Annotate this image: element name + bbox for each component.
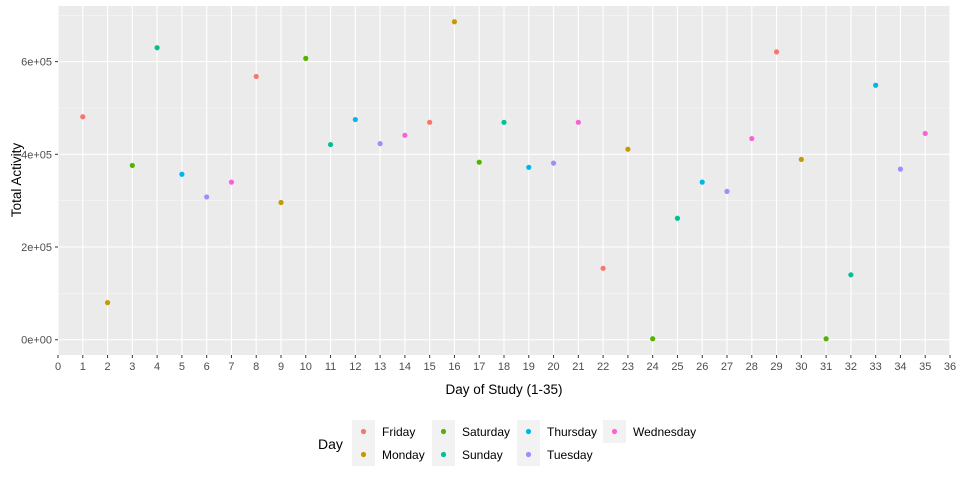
x-tick-label: 1 — [80, 361, 86, 373]
x-tick-label: 24 — [647, 361, 659, 373]
legend-dot-friday — [360, 428, 367, 435]
x-tick-label: 14 — [399, 361, 411, 373]
data-point-wednesday — [402, 132, 408, 138]
data-point-saturday — [650, 336, 656, 342]
legend-dot-wednesday — [611, 428, 618, 435]
data-point-saturday — [303, 55, 309, 61]
legend-label-friday: Friday — [382, 425, 415, 439]
data-point-wednesday — [922, 130, 928, 137]
data-point-monday — [278, 199, 284, 206]
y-tick-label: 2e+05 — [21, 242, 52, 254]
data-point-monday — [625, 146, 631, 152]
legend-label-thursday: Thursday — [547, 425, 597, 439]
data-point-tuesday — [724, 188, 730, 194]
legend-dot-saturday — [440, 428, 447, 435]
x-tick-label: 32 — [845, 361, 857, 373]
x-tick-label: 4 — [154, 361, 160, 373]
x-tick-label: 10 — [300, 361, 312, 373]
y-axis: 0e+00 2e+05 4e+05 6e+05 — [21, 57, 58, 347]
x-tick-label: 25 — [671, 361, 683, 373]
legend-label-tuesday: Tuesday — [547, 448, 593, 462]
x-tick-label: 30 — [795, 361, 807, 373]
data-point-monday — [104, 300, 111, 306]
x-tick-label: 23 — [622, 361, 634, 373]
x-tick-label: 15 — [424, 361, 436, 373]
data-point-tuesday — [550, 160, 557, 166]
data-point-thursday — [352, 116, 358, 123]
data-point-thursday — [699, 179, 705, 185]
data-point-thursday — [873, 82, 879, 88]
data-point-monday — [798, 156, 804, 163]
data-point-wednesday — [575, 119, 581, 125]
data-point-thursday — [179, 171, 185, 177]
x-tick-label: 26 — [696, 361, 708, 373]
x-axis-title: Day of Study (1-35) — [445, 382, 562, 397]
legend-label-wednesday: Wednesday — [633, 425, 696, 439]
x-tick-label: 0 — [55, 361, 61, 373]
x-tick-label: 35 — [919, 361, 931, 373]
data-point-friday — [253, 73, 259, 80]
data-point-wednesday — [228, 179, 235, 185]
x-tick-label: 27 — [721, 361, 733, 373]
x-tick-label: 8 — [253, 361, 259, 373]
legend-label-monday: Monday — [382, 448, 425, 462]
legend-label-sunday: Sunday — [462, 448, 503, 462]
legend-dot-thursday — [525, 428, 532, 435]
x-tick-label: 9 — [278, 361, 284, 373]
legend-dot-monday — [360, 451, 367, 458]
x-tick-label: 19 — [523, 361, 535, 373]
data-point-saturday — [476, 159, 482, 165]
legend-label-saturday: Saturday — [462, 425, 510, 439]
x-tick-label: 31 — [820, 361, 832, 373]
data-point-sunday — [154, 45, 160, 51]
y-tick-label: 0e+00 — [21, 335, 52, 347]
x-tick-label: 6 — [204, 361, 210, 373]
x-tick-label: 21 — [572, 361, 584, 373]
x-tick-label: 5 — [179, 361, 185, 373]
x-tick-label: 7 — [228, 361, 234, 373]
x-tick-label: 16 — [448, 361, 460, 373]
data-points — [80, 19, 928, 342]
major-gridlines — [57, 6, 951, 355]
x-tick-label: 13 — [374, 361, 386, 373]
x-tick-label: 36 — [944, 361, 956, 373]
data-point-sunday — [848, 272, 854, 278]
x-tick-label: 11 — [325, 361, 336, 373]
data-point-friday — [427, 119, 433, 125]
x-tick-label: 18 — [498, 361, 510, 373]
x-tick-label: 20 — [547, 361, 559, 373]
data-point-saturday — [129, 162, 135, 169]
data-point-sunday — [501, 119, 507, 125]
x-tick-label: 29 — [770, 361, 782, 373]
legend-title: Day — [318, 436, 343, 452]
data-point-tuesday — [204, 194, 210, 200]
data-point-friday — [600, 265, 606, 271]
x-tick-label: 28 — [746, 361, 758, 373]
x-tick-label: 22 — [597, 361, 609, 373]
data-point-wednesday — [749, 135, 755, 142]
data-point-tuesday — [377, 141, 383, 147]
x-tick-label: 12 — [349, 361, 361, 373]
data-point-sunday — [327, 141, 334, 148]
data-point-saturday — [823, 336, 829, 342]
legend: Day Friday Monday Saturday Sunday Thursday Tu… — [318, 420, 696, 466]
y-tick-label: 6e+05 — [21, 57, 52, 69]
data-point-tuesday — [897, 166, 904, 172]
y-axis-title: Total Activity — [9, 143, 24, 218]
data-point-monday — [451, 19, 458, 25]
x-tick-label: 34 — [894, 361, 906, 373]
data-point-friday — [773, 49, 780, 55]
y-tick-label: 4e+05 — [21, 149, 52, 161]
legend-dot-sunday — [440, 451, 447, 458]
x-tick-label: 17 — [473, 361, 485, 373]
legend-dot-tuesday — [525, 451, 532, 458]
x-tick-label: 3 — [129, 361, 135, 373]
x-tick-label: 2 — [104, 361, 110, 373]
data-point-sunday — [674, 215, 681, 221]
x-tick-label: 33 — [870, 361, 882, 373]
data-point-friday — [80, 114, 86, 120]
data-point-thursday — [526, 164, 532, 170]
x-axis: 0 1 2 3 4 5 6 7 8 9 10 11 12 13 14 15 16 17 18 19 20 21 22 23 24… — [55, 355, 956, 373]
